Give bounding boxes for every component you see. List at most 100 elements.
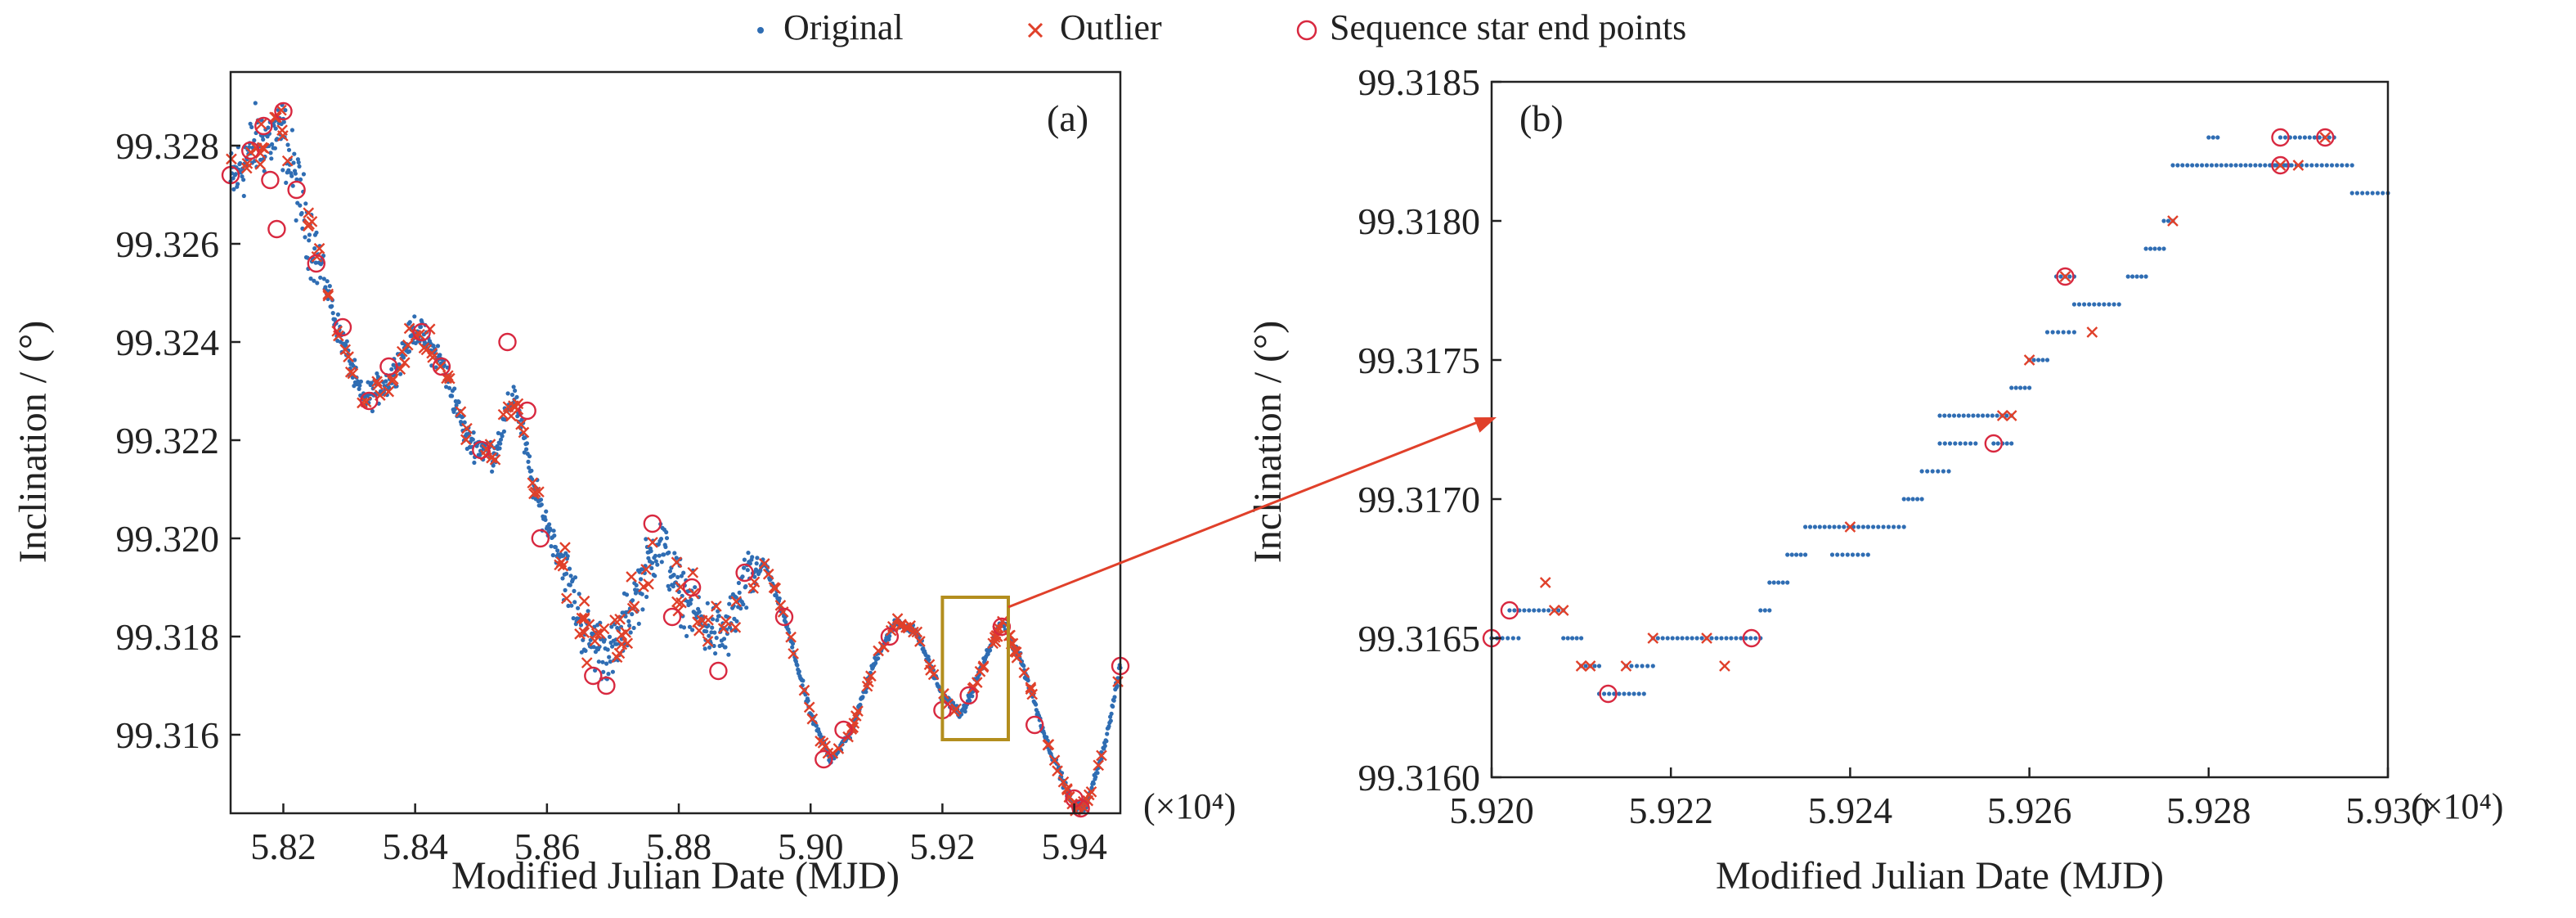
panel-a-original-point: [527, 466, 532, 470]
panel-a-endpoint: [360, 391, 379, 411]
panel-b-outlier-point: [2086, 326, 2098, 338]
panel-b-original-point: [2139, 274, 2144, 279]
panel-b-original-point: [1798, 552, 1803, 557]
panel-a-original-point: [608, 659, 613, 664]
panel-a-ylabel: Inclination / (°): [11, 321, 55, 563]
panel-b-y-tick-label: 99.3185: [1358, 61, 1481, 103]
panel-a-original-point: [1044, 735, 1049, 740]
panel-a-outlier-point: [1096, 749, 1107, 762]
panel-b-original-point: [1840, 552, 1845, 557]
panel-a-original-point: [876, 656, 881, 661]
panel-b-original-point: [2116, 302, 2121, 307]
panel-b-original-point: [1871, 524, 1876, 529]
panel-b-original-point: [1762, 608, 1767, 613]
panel-b-original-point: [2056, 330, 2061, 335]
panel-a-original-point: [566, 603, 571, 609]
panel-b-ylabel: Inclination / (°): [1246, 321, 1290, 563]
panel-a-outlier-point: [720, 615, 732, 628]
panel-a-original-point: [433, 365, 438, 370]
panel-b-original-point: [1607, 691, 1612, 696]
panel-b-original-point: [2143, 246, 2148, 251]
panel-b-original-point: [1744, 636, 1748, 641]
panel-a-original-point: [684, 633, 689, 639]
panel-a-original-point: [737, 590, 742, 596]
panel-a-endpoint: [412, 322, 431, 342]
panel-a-outlier-point: [372, 379, 384, 390]
panel-a-original-point: [707, 645, 712, 650]
panel-a-outlier-point: [923, 659, 936, 671]
panel-b-x-tick-label: 5.926: [1987, 790, 2072, 831]
panel-b-original-point: [1574, 636, 1579, 641]
panel-a-original-point: [294, 177, 299, 182]
panel-b-original-point: [1729, 636, 1734, 641]
panel-a-y-tick-label: 99.320: [116, 518, 220, 560]
panel-a-original-point: [927, 657, 931, 663]
panel-b-original-point: [2044, 358, 2050, 362]
panel-b-original-point: [1990, 413, 1995, 418]
panel-b-original-point: [2319, 163, 2324, 168]
panel-a-original-point: [711, 643, 716, 649]
panel-b-original-point: [1842, 524, 1847, 529]
panel-a-outlier-point: [974, 665, 986, 677]
panel-b-original-point: [1958, 441, 1963, 446]
panel-a-outlier-point: [885, 624, 897, 637]
panel-b-original-point: [2292, 135, 2297, 140]
panel-a-endpoint: [531, 529, 550, 548]
panel-b-original-point: [1803, 552, 1808, 557]
panel-a-endpoint: [880, 627, 900, 646]
panel-b-original-point: [2195, 163, 2200, 168]
panel-a-original-point: [864, 690, 868, 695]
panel-a-original-point: [640, 592, 644, 596]
panel-b-original-point: [2204, 163, 2210, 168]
panel-a-original-point: [552, 533, 557, 538]
panel-b-original-point: [1739, 636, 1744, 641]
panel-a-x-tick-label: 5.86: [514, 826, 581, 867]
panel-a-original-point: [602, 637, 607, 642]
panel-b-original-point: [1675, 636, 1680, 641]
panel-b-original-point: [1865, 524, 1870, 529]
panel-a-outlier-point: [460, 434, 472, 446]
panel-a-x-tick-label: 5.94: [1041, 826, 1107, 867]
panel-b-original-point: [1699, 636, 1704, 641]
panel-a-original-point: [298, 177, 303, 182]
panel-b-original-point: [1516, 636, 1521, 641]
panel-b-outlier-point: [1996, 410, 2008, 421]
panel-a-outlier-point: [788, 648, 799, 659]
panel-a-original-point: [797, 669, 801, 674]
panel-b-original-point: [2013, 385, 2018, 390]
panel-a-original-point: [289, 173, 294, 178]
panel-b: 5.920 5.922 5.924 5.926 5.928 5.930 99.3160 99.…: [1246, 61, 2503, 898]
panel-a-outlier-point: [798, 684, 810, 696]
panel-b-original-point: [1635, 664, 1640, 668]
panel-a-original-point: [1108, 718, 1113, 723]
legend-outlier-marker: [1027, 22, 1043, 38]
panel-a-original-point: [606, 672, 611, 677]
panel-a-original-point: [806, 698, 810, 703]
panel-a-original-point: [298, 203, 303, 208]
panel-b-original-point: [1500, 636, 1505, 641]
panel-b-original-point: [2317, 135, 2322, 140]
panel-b-original-point: [2243, 163, 2248, 168]
panel-b-original-point: [1512, 608, 1517, 613]
panel-a-original-point: [697, 610, 702, 614]
panel-b-original-point: [1640, 664, 1645, 668]
panel-a-outlier-point: [968, 682, 980, 693]
panel-a-original-point: [666, 550, 671, 555]
panel-a-original-point: [886, 637, 891, 642]
panel-b-original-point: [1822, 524, 1827, 529]
panel-a-original-point: [648, 548, 653, 554]
panel-b-original-point: [1709, 636, 1714, 641]
panel-a-original-point: [1095, 771, 1100, 776]
panel-a-outlier-point: [1048, 754, 1061, 767]
panel-a-endpoint: [254, 116, 273, 136]
panel-b-original-point: [1507, 608, 1512, 613]
panel-b-original-point: [1915, 497, 1920, 502]
panel-b-original-point: [1665, 636, 1670, 641]
panel-b-original-point: [1827, 524, 1832, 529]
panel-b-original-point: [1829, 552, 1835, 557]
panel-a-original-point: [705, 601, 710, 605]
panel-a-endpoint: [735, 563, 754, 583]
panel-a-original-point: [318, 275, 323, 280]
panel-a-original-point: [240, 174, 245, 179]
panel-a-original-point: [858, 702, 863, 708]
